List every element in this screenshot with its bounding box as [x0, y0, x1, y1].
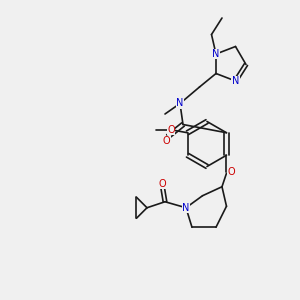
Text: O: O — [167, 125, 175, 135]
Text: N: N — [212, 49, 220, 59]
Text: N: N — [182, 203, 190, 213]
Text: O: O — [163, 136, 170, 146]
Text: O: O — [227, 167, 235, 177]
Text: O: O — [158, 179, 166, 189]
Text: N: N — [232, 76, 239, 86]
Text: N: N — [176, 98, 184, 109]
